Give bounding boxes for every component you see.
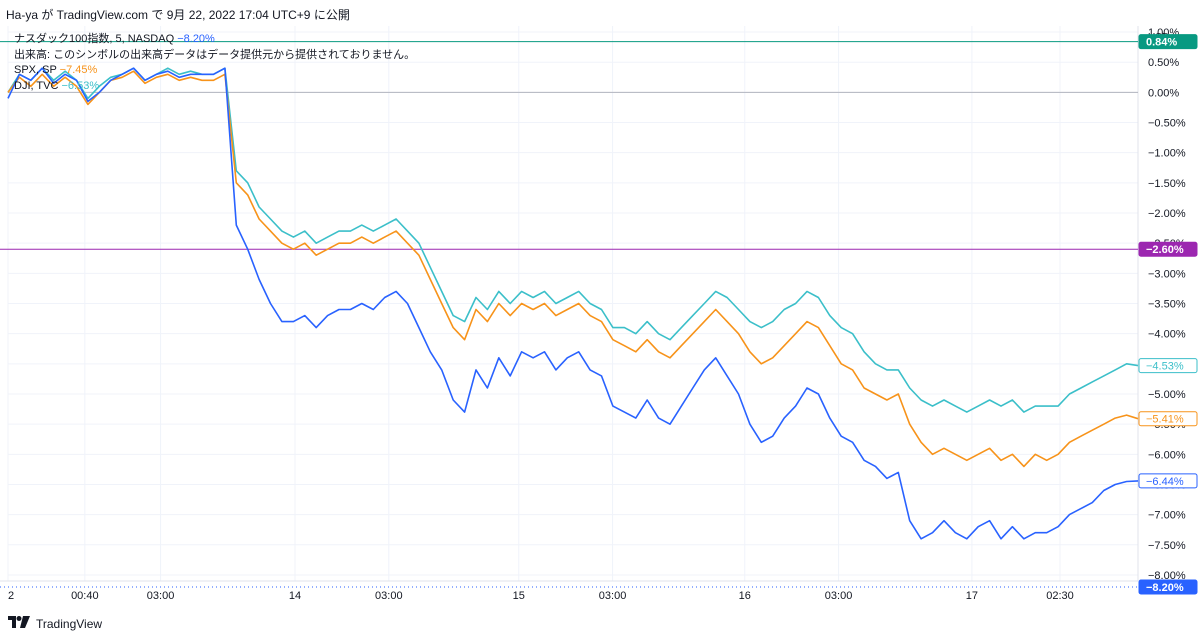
- price-chart-svg[interactable]: USD1.00%0.50%0.00%−0.50%−1.00%−1.50%−2.0…: [0, 26, 1200, 610]
- legend-label-spx: SPX, SP: [14, 64, 57, 76]
- series-line: [7, 67, 1139, 413]
- legend-label-dji: DJI, TVC: [14, 79, 59, 92]
- legend-label-nasdaq: ナスダック100指数, 5, NASDAQ: [14, 33, 175, 45]
- price-label-text: −6.44%: [1146, 476, 1184, 488]
- y-tick-label: 0.00%: [1148, 87, 1179, 99]
- y-tick-label: −3.00%: [1148, 268, 1186, 280]
- x-tick-label: 03:00: [147, 590, 175, 602]
- legend-row-spx[interactable]: SPX, SP −7.45%: [14, 63, 415, 79]
- x-tick-label: 03:00: [599, 590, 627, 602]
- y-tick-label: −1.50%: [1148, 178, 1186, 190]
- price-label-badge: [1138, 411, 1198, 427]
- legend-row-nasdaq[interactable]: ナスダック100指数, 5, NASDAQ −8.20%: [14, 32, 415, 48]
- y-tick-label: −8.00%: [1148, 570, 1186, 582]
- price-label-text: −4.53%: [1146, 361, 1184, 373]
- brand-name: TradingView: [36, 616, 103, 631]
- y-tick-label: −3.50%: [1148, 299, 1186, 311]
- legend-volume-note: 出来高: このシンボルの出来高データはデータ提供元から提供されておりません。: [14, 48, 416, 61]
- price-label-badge: [1138, 473, 1198, 489]
- tv-logo-svg: [8, 616, 30, 628]
- price-label-text: 0.84%: [1146, 37, 1177, 49]
- x-tick-label: 17: [966, 590, 978, 602]
- price-label-badge: [1138, 34, 1198, 50]
- chart-publish-header: Ha-ya が TradingView.com で 9月 22, 2022 17…: [6, 8, 350, 22]
- price-label-badge: [1138, 241, 1198, 257]
- x-tick-label: 2: [8, 590, 14, 602]
- tradingview-logo-icon: [8, 616, 30, 631]
- y-tick-label: −6.00%: [1148, 449, 1186, 461]
- x-tick-label: 14: [289, 590, 301, 602]
- y-tick-label: 0.50%: [1148, 57, 1179, 69]
- price-label-badge: [1138, 358, 1198, 374]
- series-line: [7, 70, 1139, 468]
- chart-area[interactable]: USD1.00%0.50%0.00%−0.50%−1.00%−1.50%−2.0…: [0, 26, 1200, 610]
- y-tick-label: −2.00%: [1148, 208, 1186, 220]
- y-tick-label: −5.00%: [1148, 389, 1186, 401]
- legend-change-nasdaq: −8.20%: [177, 33, 215, 45]
- x-tick-label: 02:30: [1046, 590, 1074, 602]
- legend-change-spx: −7.45%: [59, 64, 98, 76]
- y-tick-label: −0.50%: [1148, 118, 1186, 130]
- x-tick-label: 03:00: [825, 590, 853, 602]
- x-tick-label: 15: [513, 590, 525, 602]
- series-line: [7, 67, 1139, 540]
- legend-change-dji: −6.53%: [61, 79, 100, 92]
- x-tick-label: 16: [739, 590, 751, 602]
- footer-brand: TradingView: [8, 616, 102, 631]
- price-label-text: −2.60%: [1146, 244, 1184, 256]
- x-tick-label: 00:40: [71, 590, 99, 602]
- x-tick-label: 03:00: [375, 590, 403, 602]
- price-label-badge: [1138, 579, 1198, 595]
- legend-row-dji[interactable]: DJI, TVC −6.53%: [14, 79, 415, 95]
- y-tick-label: −7.00%: [1148, 510, 1186, 522]
- y-tick-label: −7.50%: [1148, 540, 1186, 552]
- price-label-text: −5.41%: [1146, 414, 1184, 426]
- chart-legend: ナスダック100指数, 5, NASDAQ −8.20% 出来高: このシンボル…: [14, 32, 415, 94]
- y-tick-label: −1.00%: [1148, 148, 1186, 160]
- y-tick-label: −4.00%: [1148, 329, 1186, 341]
- price-label-text: −8.20%: [1146, 582, 1184, 594]
